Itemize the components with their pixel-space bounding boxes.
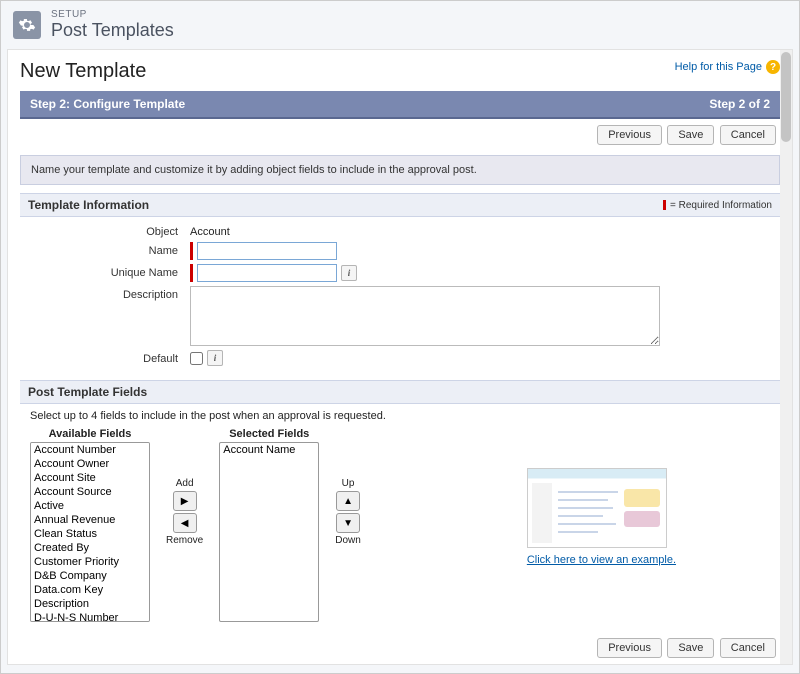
remove-label: Remove	[166, 535, 203, 546]
required-indicator	[190, 242, 193, 260]
selected-fields-list[interactable]: Account Name	[219, 442, 319, 622]
up-button[interactable]: ▲	[336, 491, 360, 511]
header-title: Post Templates	[51, 20, 174, 41]
help-link-text: Help for this Page	[675, 61, 762, 73]
list-item[interactable]: Clean Status	[31, 527, 149, 541]
save-button[interactable]: Save	[667, 125, 714, 145]
list-item[interactable]: Description	[31, 597, 149, 611]
help-icon: ?	[766, 60, 780, 74]
remove-button[interactable]: ◀	[173, 513, 197, 533]
available-fields-list[interactable]: Account NumberAccount OwnerAccount SiteA…	[30, 442, 150, 622]
top-button-row: Previous Save Cancel	[20, 119, 780, 151]
required-indicator	[190, 264, 193, 282]
save-button[interactable]: Save	[667, 638, 714, 658]
template-info-header: Template Information = Required Informat…	[20, 193, 780, 217]
content-area: New Template Help for this Page ? Step 2…	[7, 49, 793, 665]
description-label: Description	[30, 286, 190, 301]
list-item[interactable]: Customer Priority	[31, 555, 149, 569]
cancel-button[interactable]: Cancel	[720, 638, 776, 658]
post-fields-label: Post Template Fields	[28, 385, 147, 399]
list-item[interactable]: Account Site	[31, 471, 149, 485]
help-link[interactable]: Help for this Page ?	[675, 60, 780, 74]
list-item[interactable]: Created By	[31, 541, 149, 555]
example-thumbnail[interactable]	[527, 468, 667, 548]
step-bar-right: Step 2 of 2	[709, 97, 770, 111]
post-fields-header: Post Template Fields	[20, 380, 780, 404]
selected-fields-label: Selected Fields	[229, 428, 309, 440]
list-item[interactable]: Account Name	[220, 443, 318, 457]
cancel-button[interactable]: Cancel	[720, 125, 776, 145]
available-fields-label: Available Fields	[49, 428, 132, 440]
field-picker: Available Fields Account NumberAccount O…	[20, 428, 780, 632]
page-header: SETUP Post Templates	[1, 1, 799, 49]
step-bar: Step 2: Configure Template Step 2 of 2	[20, 91, 780, 119]
list-item[interactable]: Account Owner	[31, 457, 149, 471]
description-textarea[interactable]	[190, 286, 660, 346]
list-item[interactable]: Active	[31, 499, 149, 513]
unique-name-label: Unique Name	[30, 264, 190, 279]
fields-hint: Select up to 4 fields to include in the …	[20, 404, 780, 428]
list-item[interactable]: D-U-N-S Number	[31, 611, 149, 622]
down-button[interactable]: ▼	[336, 513, 360, 533]
template-info-label: Template Information	[28, 198, 149, 212]
name-input[interactable]	[197, 242, 337, 260]
setup-label: SETUP	[51, 9, 174, 20]
example-link[interactable]: Click here to view an example.	[527, 554, 676, 566]
default-label: Default	[30, 350, 190, 365]
add-label: Add	[176, 478, 194, 489]
name-label: Name	[30, 242, 190, 257]
instruction-banner: Name your template and customize it by a…	[20, 155, 780, 185]
info-icon[interactable]: i	[341, 265, 357, 281]
down-label: Down	[335, 535, 361, 546]
add-button[interactable]: ▶	[173, 491, 197, 511]
unique-name-input[interactable]	[197, 264, 337, 282]
list-item[interactable]: Data.com Key	[31, 583, 149, 597]
list-item[interactable]: Account Source	[31, 485, 149, 499]
object-value: Account	[190, 223, 230, 238]
list-item[interactable]: Annual Revenue	[31, 513, 149, 527]
list-item[interactable]: Account Number	[31, 443, 149, 457]
step-bar-left: Step 2: Configure Template	[30, 97, 185, 111]
info-icon[interactable]: i	[207, 350, 223, 366]
default-checkbox[interactable]	[190, 352, 203, 365]
gear-icon	[13, 11, 41, 39]
previous-button[interactable]: Previous	[597, 125, 662, 145]
up-label: Up	[342, 478, 355, 489]
page-title: New Template	[20, 60, 146, 83]
scrollbar[interactable]	[780, 50, 792, 664]
list-item[interactable]: D&B Company	[31, 569, 149, 583]
bottom-button-row: Previous Save Cancel	[20, 632, 780, 664]
object-label: Object	[30, 223, 190, 238]
template-info-form: Object Account Name Unique Name i De	[20, 217, 780, 380]
required-legend: = Required Information	[663, 200, 772, 211]
previous-button[interactable]: Previous	[597, 638, 662, 658]
